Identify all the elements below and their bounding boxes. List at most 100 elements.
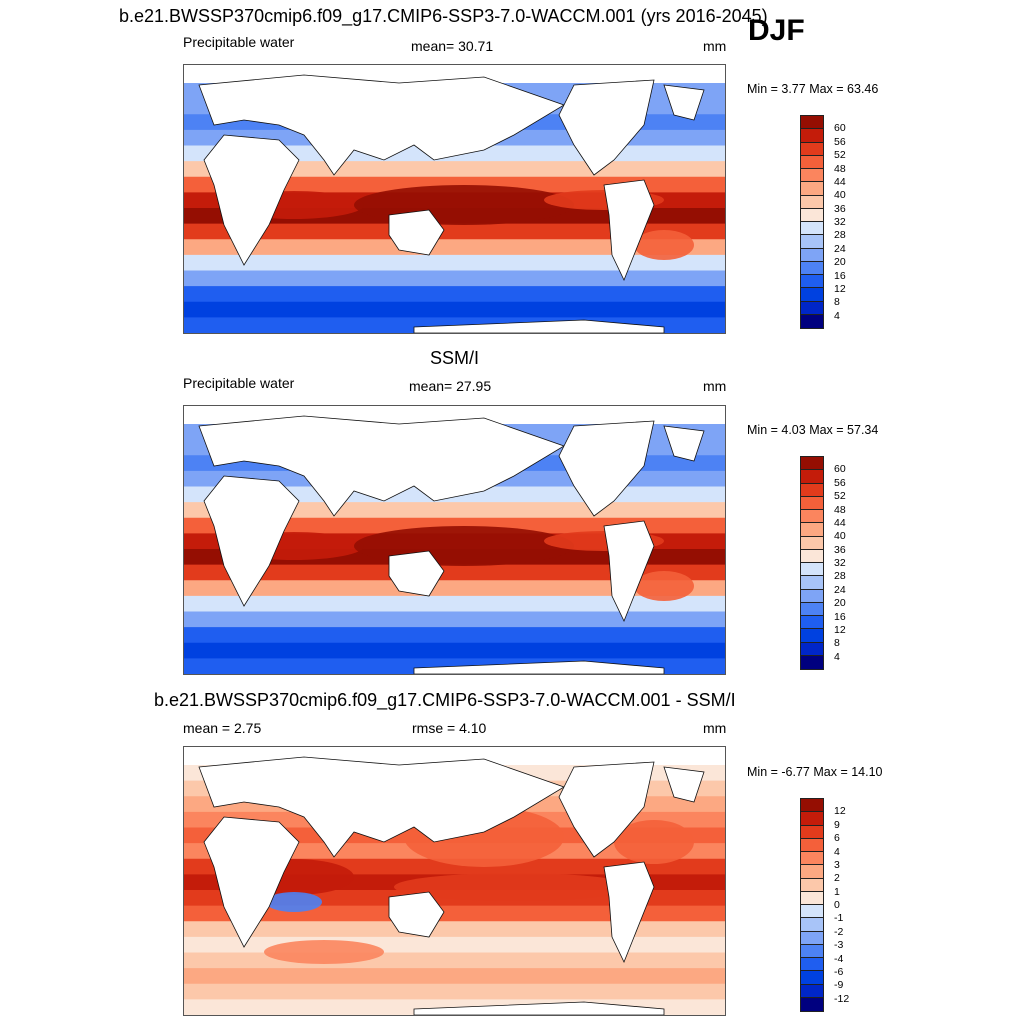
colorbar-tick-label: -4	[834, 952, 844, 965]
colorbar-swatch	[801, 549, 823, 563]
colorbar-tick-label: 12	[834, 282, 846, 295]
colorbar-tick-label: -3	[834, 939, 844, 952]
panel-1-units-label: mm	[703, 38, 727, 54]
colorbar-swatch	[801, 510, 823, 524]
colorbar-tick-label: 12	[834, 805, 846, 818]
panel-2-units-label: mm	[703, 378, 727, 394]
colorbar-tick-label: 36	[834, 202, 846, 215]
panel-2-colorbar	[800, 456, 824, 670]
colorbar-swatch	[801, 222, 823, 236]
colorbar-swatch	[801, 576, 823, 590]
colorbar-tick-label: -9	[834, 979, 844, 992]
colorbar-swatch	[801, 891, 823, 905]
colorbar-tick-label: -6	[834, 965, 844, 978]
panel-3-mean-label: mean = 2.75	[183, 720, 262, 736]
colorbar-tick-label: 28	[834, 570, 846, 583]
colorbar-tick-label: 56	[834, 135, 846, 148]
colorbar-tick-label: 56	[834, 476, 846, 489]
colorbar-swatch	[801, 457, 823, 471]
colorbar-swatch	[801, 301, 823, 315]
season-label: DJF	[748, 14, 805, 47]
colorbar-swatch	[801, 984, 823, 998]
panel-3-title: b.e21.BWSSP370cmip6.f09_g17.CMIP6-SSP3-7…	[154, 690, 736, 710]
colorbar-swatch	[801, 589, 823, 603]
colorbar-tick-label: 44	[834, 175, 846, 188]
colorbar-tick-label: 12	[834, 623, 846, 636]
colorbar-swatch	[801, 931, 823, 945]
colorbar-tick-label: 32	[834, 557, 846, 569]
colorbar-swatch	[801, 629, 823, 643]
colorbar-tick-label: 16	[834, 269, 846, 282]
colorbar-tick-label: 4	[834, 650, 840, 663]
colorbar-tick-label: 40	[834, 530, 846, 543]
colorbar-tick-label: 6	[834, 832, 840, 845]
colorbar-swatch	[801, 116, 823, 130]
colorbar-tick-label: 36	[834, 543, 846, 556]
colorbar-tick-label: 24	[834, 583, 846, 596]
colorbar-swatch	[801, 169, 823, 183]
colorbar-swatch	[801, 483, 823, 497]
colorbar-tick-label: 60	[834, 463, 846, 476]
colorbar-swatch	[801, 496, 823, 510]
colorbar-tick-label: 8	[834, 637, 840, 650]
colorbar-swatch	[801, 261, 823, 275]
contour-field	[184, 65, 725, 333]
colorbar-tick-label: 24	[834, 242, 846, 255]
panel-1-colorbar	[800, 115, 824, 329]
colorbar-tick-label: -12	[834, 992, 850, 1005]
panel-3-map	[183, 746, 726, 1016]
colorbar-tick-label: 48	[834, 162, 846, 175]
colorbar-swatch	[801, 536, 823, 550]
panel-1-minmax-label: Min = 3.77 Max = 63.46	[747, 82, 879, 96]
colorbar-tick-label: 52	[834, 149, 846, 162]
colorbar-swatch	[801, 602, 823, 616]
colorbar-swatch	[801, 563, 823, 577]
colorbar-swatch	[801, 799, 823, 813]
colorbar-swatch	[801, 852, 823, 866]
colorbar-swatch	[801, 523, 823, 537]
colorbar-tick-label: 8	[834, 296, 840, 309]
colorbar-swatch	[801, 944, 823, 958]
colorbar-tick-label: 4	[834, 309, 840, 322]
colorbar-swatch	[801, 155, 823, 169]
colorbar-swatch	[801, 878, 823, 892]
panel-1-title: b.e21.BWSSP370cmip6.f09_g17.CMIP6-SSP3-7…	[119, 6, 768, 26]
colorbar-tick-label: 1	[834, 885, 840, 898]
colorbar-swatch	[801, 825, 823, 839]
colorbar-tick-label: 2	[834, 872, 840, 885]
colorbar-swatch	[801, 195, 823, 209]
colorbar-swatch	[801, 182, 823, 196]
colorbar-swatch	[801, 918, 823, 932]
colorbar-swatch	[801, 997, 823, 1011]
panel-2-mean-label: mean= 27.95	[409, 378, 492, 394]
colorbar-swatch	[801, 905, 823, 919]
colorbar-tick-label: 48	[834, 503, 846, 516]
colorbar-swatch	[801, 248, 823, 262]
colorbar-tick-label: 16	[834, 610, 846, 623]
colorbar-swatch	[801, 235, 823, 249]
colorbar-swatch	[801, 616, 823, 630]
colorbar-tick-label: 0	[834, 899, 840, 911]
colorbar-tick-label: 4	[834, 845, 840, 858]
panel-3-minmax-label: Min = -6.77 Max = 14.10	[747, 765, 883, 779]
colorbar-swatch	[801, 838, 823, 852]
colorbar-swatch	[801, 314, 823, 328]
colorbar-tick-label: 20	[834, 256, 846, 269]
panel-3-units-label: mm	[703, 720, 727, 736]
colorbar-swatch	[801, 129, 823, 143]
colorbar-swatch	[801, 275, 823, 289]
colorbar-swatch	[801, 971, 823, 985]
contour-field	[184, 406, 725, 674]
colorbar-swatch	[801, 865, 823, 879]
colorbar-swatch	[801, 208, 823, 222]
colorbar-tick-label: 3	[834, 858, 840, 871]
colorbar-tick-label: 52	[834, 490, 846, 503]
panel-1-mean-label: mean= 30.71	[411, 38, 494, 54]
panel-1-map	[183, 64, 726, 334]
colorbar-swatch	[801, 655, 823, 669]
colorbar-swatch	[801, 812, 823, 826]
colorbar-tick-label: 32	[834, 216, 846, 228]
colorbar-swatch	[801, 958, 823, 972]
colorbar-tick-label: 28	[834, 229, 846, 242]
colorbar-tick-label: 44	[834, 516, 846, 529]
